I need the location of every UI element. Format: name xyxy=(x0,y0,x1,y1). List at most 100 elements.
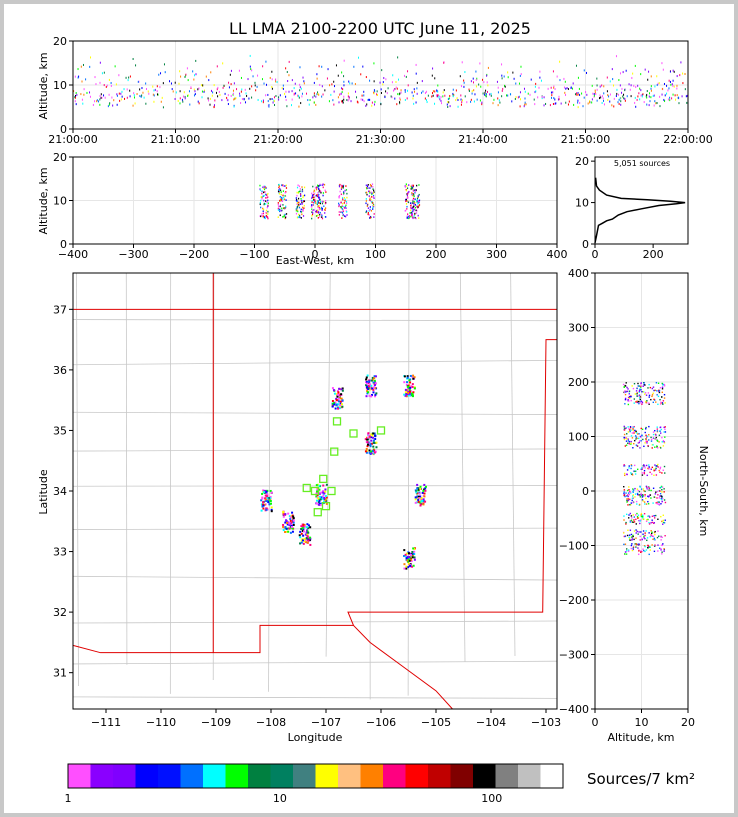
p1-source-point xyxy=(78,75,80,78)
p4-source-point xyxy=(420,496,423,499)
p5-source-point xyxy=(638,389,641,391)
p2-source-point xyxy=(367,183,369,186)
p2-source-point xyxy=(344,189,346,192)
p1-source-point xyxy=(479,99,481,102)
p5-source-point xyxy=(632,488,634,490)
p4-source-point xyxy=(414,498,417,501)
p1-source-point xyxy=(118,92,120,95)
p4-source-point xyxy=(337,397,340,400)
p1-source-point xyxy=(577,93,579,96)
p5-source-point xyxy=(626,501,628,503)
p1-source-point xyxy=(305,92,307,95)
p1-source-point xyxy=(184,75,186,78)
p2-source-point xyxy=(324,202,327,205)
p2-source-point xyxy=(263,203,265,206)
p4-source-point xyxy=(292,521,295,524)
p5-source-point xyxy=(637,547,639,549)
p2-source-point xyxy=(278,192,281,195)
p2-source-point xyxy=(342,198,344,201)
p1-source-point xyxy=(425,90,427,93)
p4-source-point xyxy=(404,553,407,556)
p4-ytick-label: 36 xyxy=(53,364,67,377)
p2-source-point xyxy=(263,185,265,188)
p1-source-point xyxy=(539,70,541,73)
p1-source-point xyxy=(347,95,349,98)
p1-source-point xyxy=(563,77,565,80)
p1-source-point xyxy=(194,93,196,96)
p4-source-point xyxy=(340,393,343,396)
p1-source-point xyxy=(120,92,122,95)
colorbar-swatch xyxy=(338,764,361,788)
p1-source-point xyxy=(686,94,688,97)
p2-source-point xyxy=(317,200,319,203)
p4-source-point xyxy=(373,386,376,389)
p1-source-point xyxy=(611,104,613,107)
p5-source-point xyxy=(648,396,650,398)
p2-source-point xyxy=(414,206,417,209)
colorbar-swatch xyxy=(450,764,474,788)
p5-source-point xyxy=(637,533,639,535)
p5-source-point xyxy=(631,437,634,439)
p2-xtick-label: −300 xyxy=(118,248,148,261)
p1-source-point xyxy=(476,77,478,80)
p1-source-point xyxy=(686,101,688,104)
p1-source-point xyxy=(182,95,184,98)
p2-source-point xyxy=(412,197,415,200)
p5-source-point xyxy=(658,501,660,503)
p2-source-point xyxy=(314,200,317,203)
p1-source-point xyxy=(554,102,556,105)
p5-source-point xyxy=(637,433,639,435)
county-line xyxy=(76,272,79,687)
p2-source-point xyxy=(410,186,413,189)
p1-source-point xyxy=(468,88,470,91)
p1-source-point xyxy=(103,94,105,97)
p2-xtick-label: −200 xyxy=(179,248,209,261)
p1-source-point xyxy=(634,64,636,67)
p5-source-point xyxy=(627,388,629,390)
p4-source-point xyxy=(403,563,406,566)
p1-source-point xyxy=(100,93,102,96)
p4-source-point xyxy=(307,524,310,527)
p5-source-point xyxy=(632,429,634,431)
p4-source-point xyxy=(367,391,370,394)
p4-source-point xyxy=(290,524,293,527)
p4-source-point xyxy=(331,402,334,405)
p5-source-point xyxy=(638,504,641,506)
p4-source-point xyxy=(404,555,407,558)
p4-source-point xyxy=(337,392,340,395)
p1-source-point xyxy=(573,103,575,106)
p1-source-point xyxy=(317,92,319,95)
p5-source-point xyxy=(635,438,637,440)
p5-source-point xyxy=(636,392,638,394)
p2-source-point xyxy=(267,192,269,195)
p1-source-point xyxy=(400,89,402,92)
p5-source-point xyxy=(642,500,644,502)
p5-source-point xyxy=(662,521,665,524)
p5-source-point xyxy=(638,391,640,393)
p5-source-point xyxy=(636,530,638,533)
p1-source-point xyxy=(577,101,579,104)
p1-source-point xyxy=(153,100,155,103)
p5-source-point xyxy=(625,553,628,555)
p1-source-point xyxy=(335,64,337,67)
p4-ytick-label: 35 xyxy=(53,424,67,437)
p5-source-point xyxy=(659,403,662,405)
p1-source-point xyxy=(362,98,364,101)
p1-source-point xyxy=(448,97,450,100)
p2-source-point xyxy=(339,190,341,193)
p2-source-point xyxy=(416,184,418,187)
p1-source-point xyxy=(630,95,632,98)
p1-source-point xyxy=(252,75,254,78)
p2-source-point xyxy=(341,211,343,214)
p2-source-point xyxy=(311,199,313,202)
p2-source-point xyxy=(368,214,370,216)
p1-source-point xyxy=(634,101,636,104)
p5-source-point xyxy=(653,398,655,401)
p4-source-point xyxy=(405,395,408,398)
p1-source-point xyxy=(373,62,375,65)
p1-source-point xyxy=(393,88,395,91)
p1-source-point xyxy=(245,92,247,95)
p4-source-point xyxy=(374,375,377,378)
p1-source-point xyxy=(452,88,454,91)
p5-source-point xyxy=(630,502,632,504)
